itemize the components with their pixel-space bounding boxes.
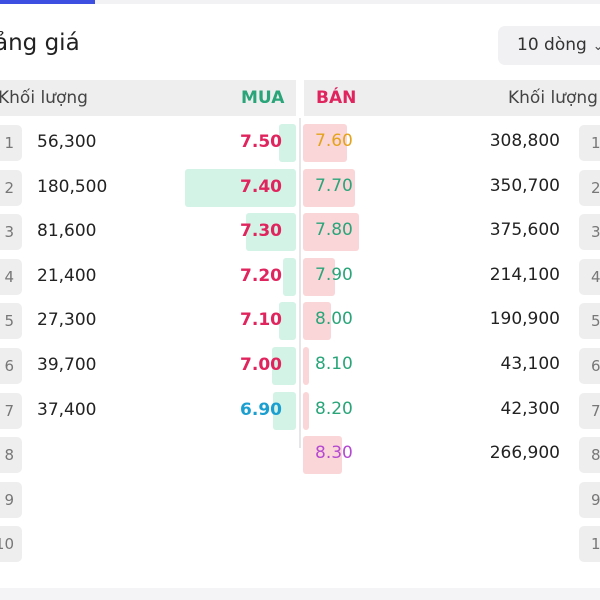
sell-price[interactable]: 7.90 — [315, 264, 353, 285]
sell-volume: 214,100 — [489, 264, 560, 285]
buy-price[interactable]: 7.00 — [240, 355, 282, 375]
sell-price[interactable]: 8.30 — [315, 443, 353, 464]
sell-volume-bar — [303, 257, 335, 296]
row-index-right: 6 — [579, 348, 600, 384]
row-index-left: 9 — [0, 481, 22, 518]
row-index-right: 9 — [579, 481, 600, 518]
row-index-right: 4 — [579, 258, 600, 295]
row-index-left: 5 — [0, 303, 22, 340]
sell-price[interactable]: 7.80 — [315, 220, 353, 241]
sell-volume-bar — [303, 347, 309, 385]
buy-header: MUA — [241, 88, 285, 108]
bottom-border — [0, 588, 600, 600]
row-index-left: 3 — [0, 214, 22, 251]
row-index-left: 4 — [0, 258, 22, 295]
sell-volume-bar — [303, 391, 309, 430]
page-title: ảng giá — [0, 30, 80, 56]
buy-volume: 56,300 — [37, 132, 97, 152]
sell-volume-bar — [303, 124, 347, 162]
buy-volume-bar — [272, 347, 296, 385]
buy-price[interactable]: 6.90 — [240, 399, 282, 420]
sell-volume: 42,300 — [500, 398, 560, 419]
row-index-left: 6 — [0, 348, 22, 384]
sell-volume: 190,900 — [489, 309, 560, 330]
sell-volume: 43,100 — [500, 354, 560, 374]
buy-header-bar — [0, 80, 296, 116]
sell-header-bar — [304, 80, 600, 116]
sell-price[interactable]: 8.20 — [315, 398, 353, 419]
row-index-right: 3 — [579, 214, 600, 251]
sell-volume: 308,800 — [489, 131, 560, 151]
buy-volume: 27,300 — [37, 310, 97, 331]
buy-volume: 180,500 — [37, 176, 108, 197]
buy-price[interactable]: 7.10 — [240, 310, 282, 331]
row-index-right: 10 — [579, 526, 600, 563]
row-index-right: 2 — [579, 169, 600, 206]
row-index-left: 10 — [0, 526, 22, 563]
row-index-right: 1 — [579, 125, 600, 161]
buy-volume-bar — [246, 213, 296, 252]
buy-volume-bar — [185, 168, 296, 207]
row-index-left: 7 — [0, 392, 22, 429]
sell-header: BÁN — [316, 88, 357, 108]
sell-volume: 266,900 — [489, 443, 560, 464]
sell-volume: 350,700 — [489, 175, 560, 196]
buy-volume-bar — [279, 302, 296, 341]
row-index-right: 5 — [579, 303, 600, 340]
sell-price[interactable]: 8.10 — [315, 354, 353, 374]
sell-price[interactable]: 7.70 — [315, 175, 353, 196]
row-index-left: 2 — [0, 169, 22, 206]
rows-count-value: 10 dòng — [517, 35, 587, 55]
rows-count-select[interactable]: 10 dòng ⌄ — [498, 26, 600, 65]
buy-price[interactable]: 7.30 — [240, 221, 282, 242]
sell-volume-bar — [303, 436, 342, 475]
row-index-right: 7 — [579, 392, 600, 429]
row-index-left: 1 — [0, 125, 22, 161]
center-divider — [299, 118, 301, 448]
buy-price[interactable]: 7.20 — [240, 265, 282, 286]
sell-price[interactable]: 8.00 — [315, 309, 353, 330]
buy-price[interactable]: 7.50 — [240, 132, 282, 152]
buy-volume: 21,400 — [37, 265, 97, 286]
buy-volume-bar — [273, 391, 296, 430]
buy-volume: 39,700 — [37, 355, 97, 375]
buy-price[interactable]: 7.40 — [240, 176, 282, 197]
sell-volume-header: Khối lượng — [508, 88, 598, 108]
chevron-down-icon: ⌄ — [592, 39, 600, 54]
sell-volume: 375,600 — [489, 220, 560, 241]
buy-volume-bar — [279, 124, 296, 162]
sell-volume-bar — [303, 302, 331, 341]
active-tab-indicator — [0, 0, 95, 4]
buy-volume-header: Khối lượng — [0, 88, 88, 108]
buy-volume-bar — [283, 257, 296, 296]
sell-volume-bar — [303, 168, 355, 207]
row-index-left: 8 — [0, 437, 22, 474]
top-border — [0, 0, 600, 4]
row-index-right: 8 — [579, 437, 600, 474]
buy-volume: 81,600 — [37, 221, 97, 242]
sell-price[interactable]: 7.60 — [315, 131, 353, 151]
sell-volume-bar — [303, 213, 359, 252]
buy-volume: 37,400 — [37, 399, 97, 420]
